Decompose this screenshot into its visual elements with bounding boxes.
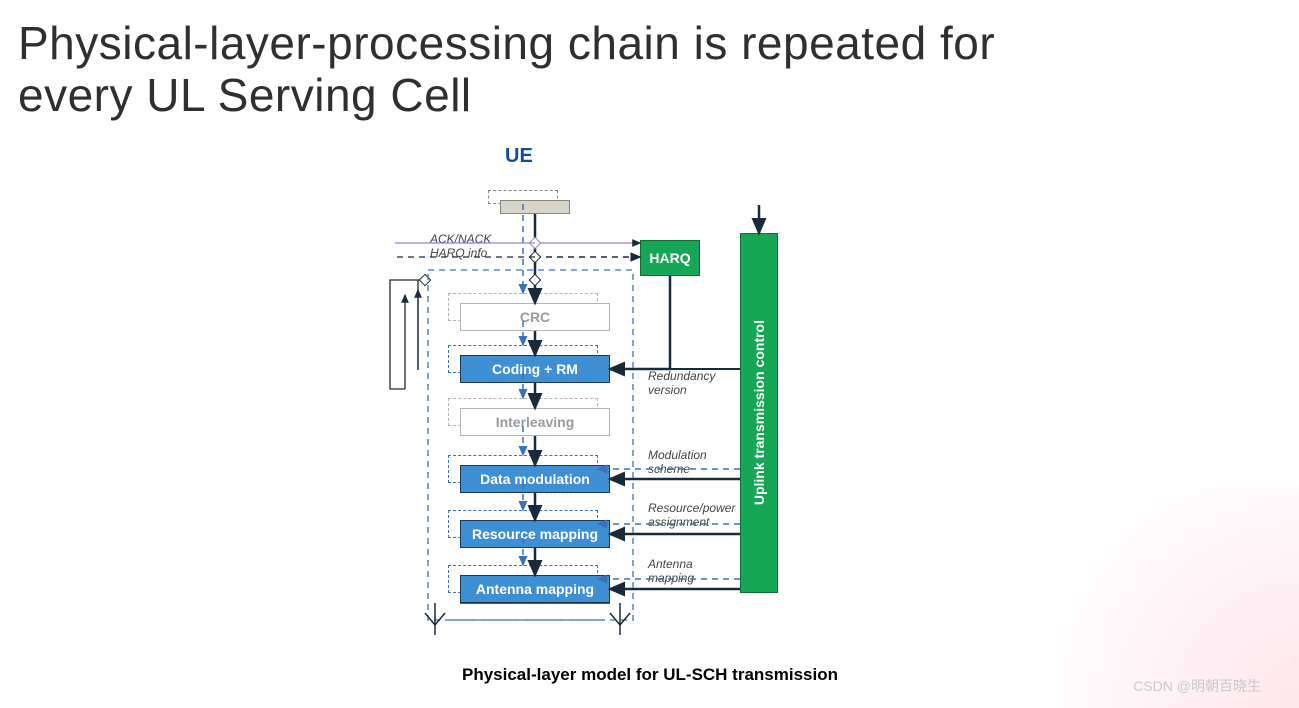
title-line-2: every UL Serving Cell <box>18 69 472 121</box>
antenna-left-icon <box>425 603 535 635</box>
page-title: Physical-layer-processing chain is repea… <box>18 18 995 121</box>
watermark: CSDN @明朝百晓生 <box>1133 676 1261 696</box>
antenna-right-icon <box>535 603 630 635</box>
diagram-caption: Physical-layer model for UL-SCH transmis… <box>370 665 930 685</box>
diagram-container: UE HARQ CRC Coding + RM Interleaving Dat… <box>370 145 930 685</box>
decorative-gradient <box>979 488 1299 708</box>
title-line-1: Physical-layer-processing chain is repea… <box>18 17 995 69</box>
diagram-svg <box>370 145 930 685</box>
